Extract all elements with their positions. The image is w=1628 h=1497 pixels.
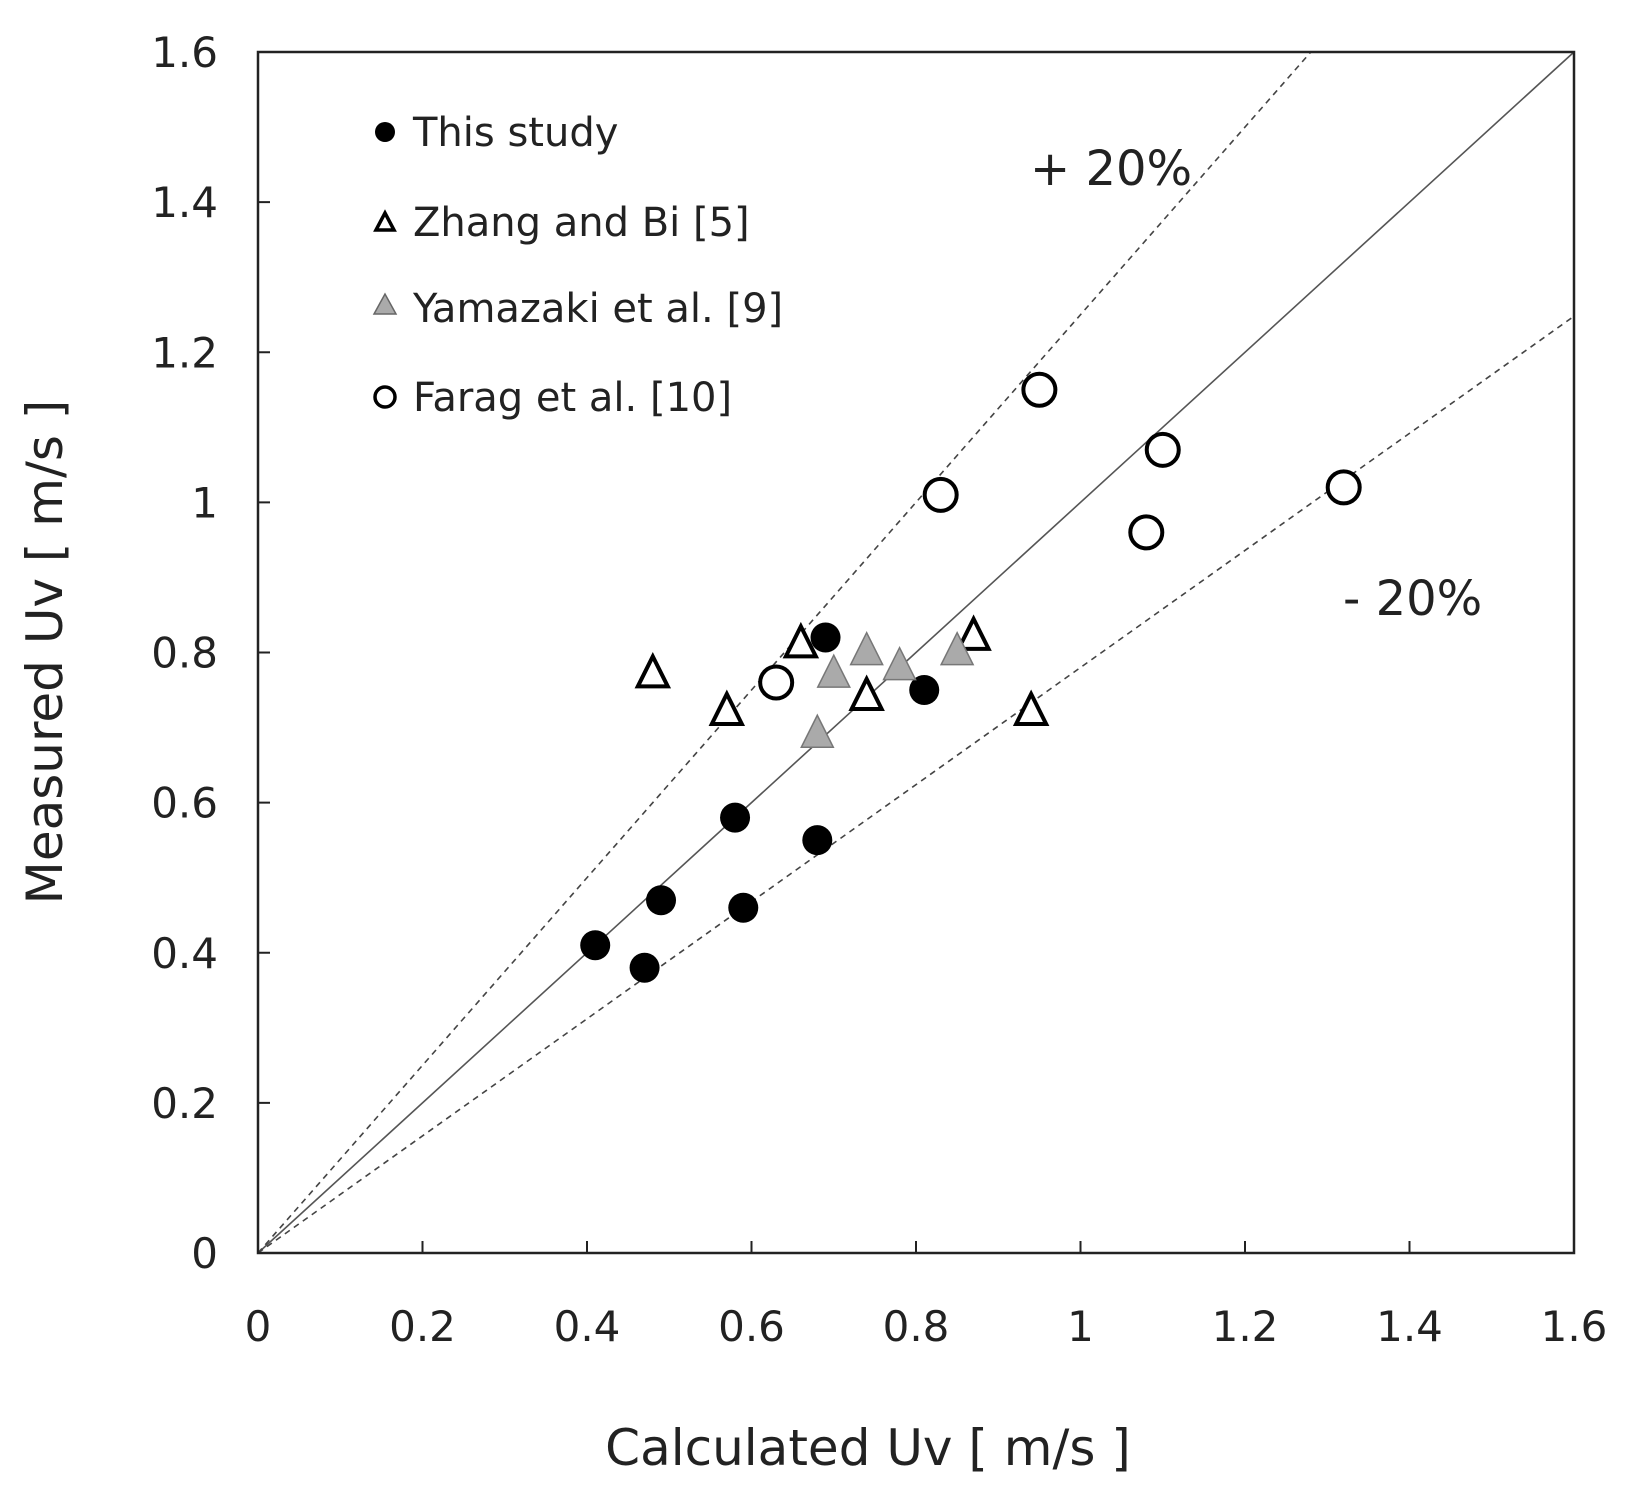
y-tick-label: 1.6 [151, 28, 218, 77]
y-tick-label: 0.4 [151, 929, 218, 978]
data-point-yamazaki-et-al-9 [882, 645, 917, 681]
data-point-this-study [728, 892, 759, 923]
data-point-zhang-and-bi-5 [955, 614, 992, 651]
data-point-farag-et-al-10 [1144, 431, 1181, 468]
y-tick-label: 0.6 [151, 779, 218, 828]
x-tick-label: 1 [1067, 1302, 1094, 1351]
data-point-this-study [580, 930, 611, 961]
data-point-farag-et-al-10 [922, 476, 959, 513]
x-tick-label: 0.4 [554, 1302, 621, 1351]
data-point-this-study [629, 952, 660, 983]
data-point-yamazaki-et-al-9 [800, 713, 835, 748]
legend-marker-this-study [375, 122, 395, 142]
x-tick-label: 0 [245, 1302, 272, 1351]
y-tick-label: 1.2 [151, 328, 218, 377]
data-point-this-study [720, 802, 751, 833]
y-tick-label: 1 [191, 478, 218, 527]
data-point-yamazaki-et-al-9 [939, 630, 975, 666]
data-point-yamazaki-et-al-9 [849, 630, 884, 666]
reference-line-parity [257, 51, 1575, 1254]
y-axis-title: Measured Uv [ m/s ] [16, 400, 74, 905]
data-point-zhang-and-bi-5 [708, 689, 746, 726]
annotation-minus-20: - 20% [1343, 571, 1482, 627]
data-point-zhang-and-bi-5 [848, 674, 885, 711]
x-axis-title: Calculated Uv [ m/s ] [605, 1419, 1131, 1477]
data-point-farag-et-al-10 [1128, 514, 1165, 551]
reference-lines [257, 51, 1575, 1254]
legend-label-zhang-and-bi: Zhang and Bi [5] [413, 200, 750, 246]
y-tick-label: 0.8 [151, 629, 218, 678]
data-point-zhang-and-bi-5 [634, 651, 672, 689]
data-point-zhang-and-bi-5 [782, 621, 820, 659]
data-points [580, 371, 1362, 983]
annotation-plus-20: + 20% [1030, 141, 1192, 197]
legend-label-farag: Farag et al. [10] [413, 375, 732, 421]
data-point-yamazaki-et-al-9 [816, 653, 851, 688]
legend-marker-zhang-and-bi [373, 209, 397, 232]
y-tick-label: 0.2 [151, 1079, 218, 1128]
data-point-farag-et-al-10 [758, 664, 795, 701]
x-tick-label: 1.4 [1376, 1302, 1443, 1351]
y-tick-label: 0 [191, 1229, 218, 1278]
x-tick-label: 0.6 [718, 1302, 785, 1351]
reference-line-plus-20 [257, 51, 1312, 1254]
legend-marker-farag [373, 385, 397, 409]
data-point-this-study [810, 622, 841, 653]
x-tick-label: 1.6 [1541, 1302, 1608, 1351]
data-point-this-study [802, 825, 833, 856]
legend-marker-yamazaki [372, 292, 398, 315]
data-point-farag-et-al-10 [1021, 371, 1058, 408]
legend: This study Zhang and Bi [5] Yamazaki et … [372, 110, 783, 421]
x-tick-label: 1.2 [1212, 1302, 1279, 1351]
legend-label-this-study: This study [412, 110, 618, 156]
data-point-zhang-and-bi-5 [1012, 689, 1050, 726]
x-tick-label: 0.8 [883, 1302, 950, 1351]
legend-label-yamazaki: Yamazaki et al. [9] [412, 286, 783, 332]
data-point-this-study [909, 675, 940, 706]
x-tick-label: 0.2 [389, 1302, 456, 1351]
data-point-farag-et-al-10 [1325, 469, 1362, 506]
reference-line-minus-20 [257, 315, 1575, 1254]
data-point-this-study [646, 885, 677, 916]
axis-ticks: 0 0.2 0.4 0.6 0.8 1 1.2 1.4 1.6 0 0.2 0.4 0.6 0.8 1 1.2… [151, 28, 1607, 1351]
y-tick-label: 1.4 [151, 178, 218, 227]
